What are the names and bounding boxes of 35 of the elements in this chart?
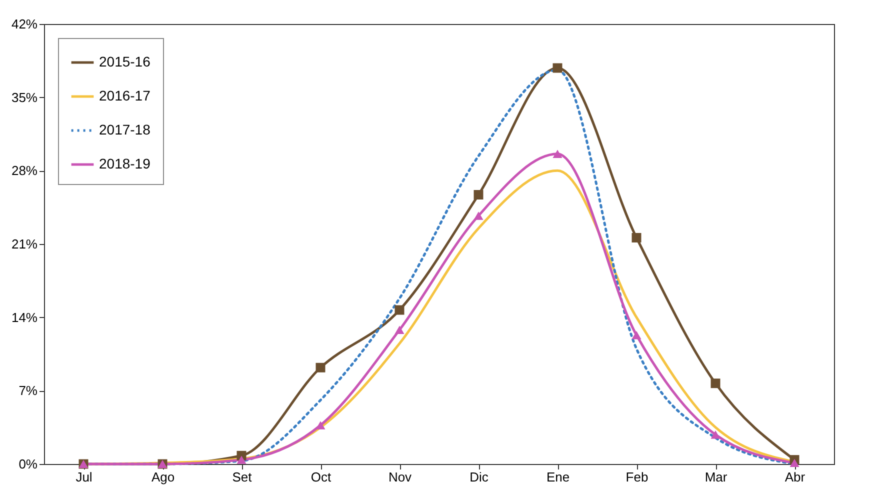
x-tick-label: Ene	[546, 470, 570, 484]
point	[236, 456, 246, 464]
x-tick-label: Ago	[151, 470, 175, 484]
x-tick-label: Dic	[470, 470, 489, 484]
legend-label: 2015-16	[99, 54, 151, 70]
point	[474, 212, 484, 220]
point	[632, 331, 642, 340]
y-tick-label: 21%	[11, 236, 38, 252]
x-tick-label: Feb	[626, 470, 648, 484]
y-tick-label: 7%	[18, 383, 38, 398]
point	[632, 232, 642, 242]
point	[552, 150, 562, 158]
x-tick-label: Nov	[388, 470, 412, 484]
y-tick-label: 14%	[11, 310, 38, 325]
y-tick-label: 0%	[18, 456, 38, 472]
y-tick-label: 42%	[11, 16, 38, 32]
y-tick-label: 28%	[11, 163, 38, 178]
point	[790, 458, 800, 468]
x-tick-label: Oct	[310, 470, 332, 484]
point	[710, 378, 720, 388]
legend-label: 2017-18	[99, 122, 151, 138]
point	[394, 305, 404, 315]
point	[710, 430, 720, 439]
x-tick-label: Set	[232, 470, 252, 484]
legend-label: 2018-19	[99, 156, 151, 172]
point	[474, 190, 484, 200]
x-tick-label: Jul	[76, 470, 92, 484]
x-tick-label: Mar	[704, 470, 728, 484]
point	[552, 63, 562, 73]
x-tick-label: Abr	[784, 470, 806, 484]
legend-label: 2016-17	[99, 88, 151, 104]
point	[316, 421, 326, 430]
point	[316, 362, 326, 372]
point	[394, 326, 404, 334]
y-tick-label: 35%	[11, 90, 38, 105]
